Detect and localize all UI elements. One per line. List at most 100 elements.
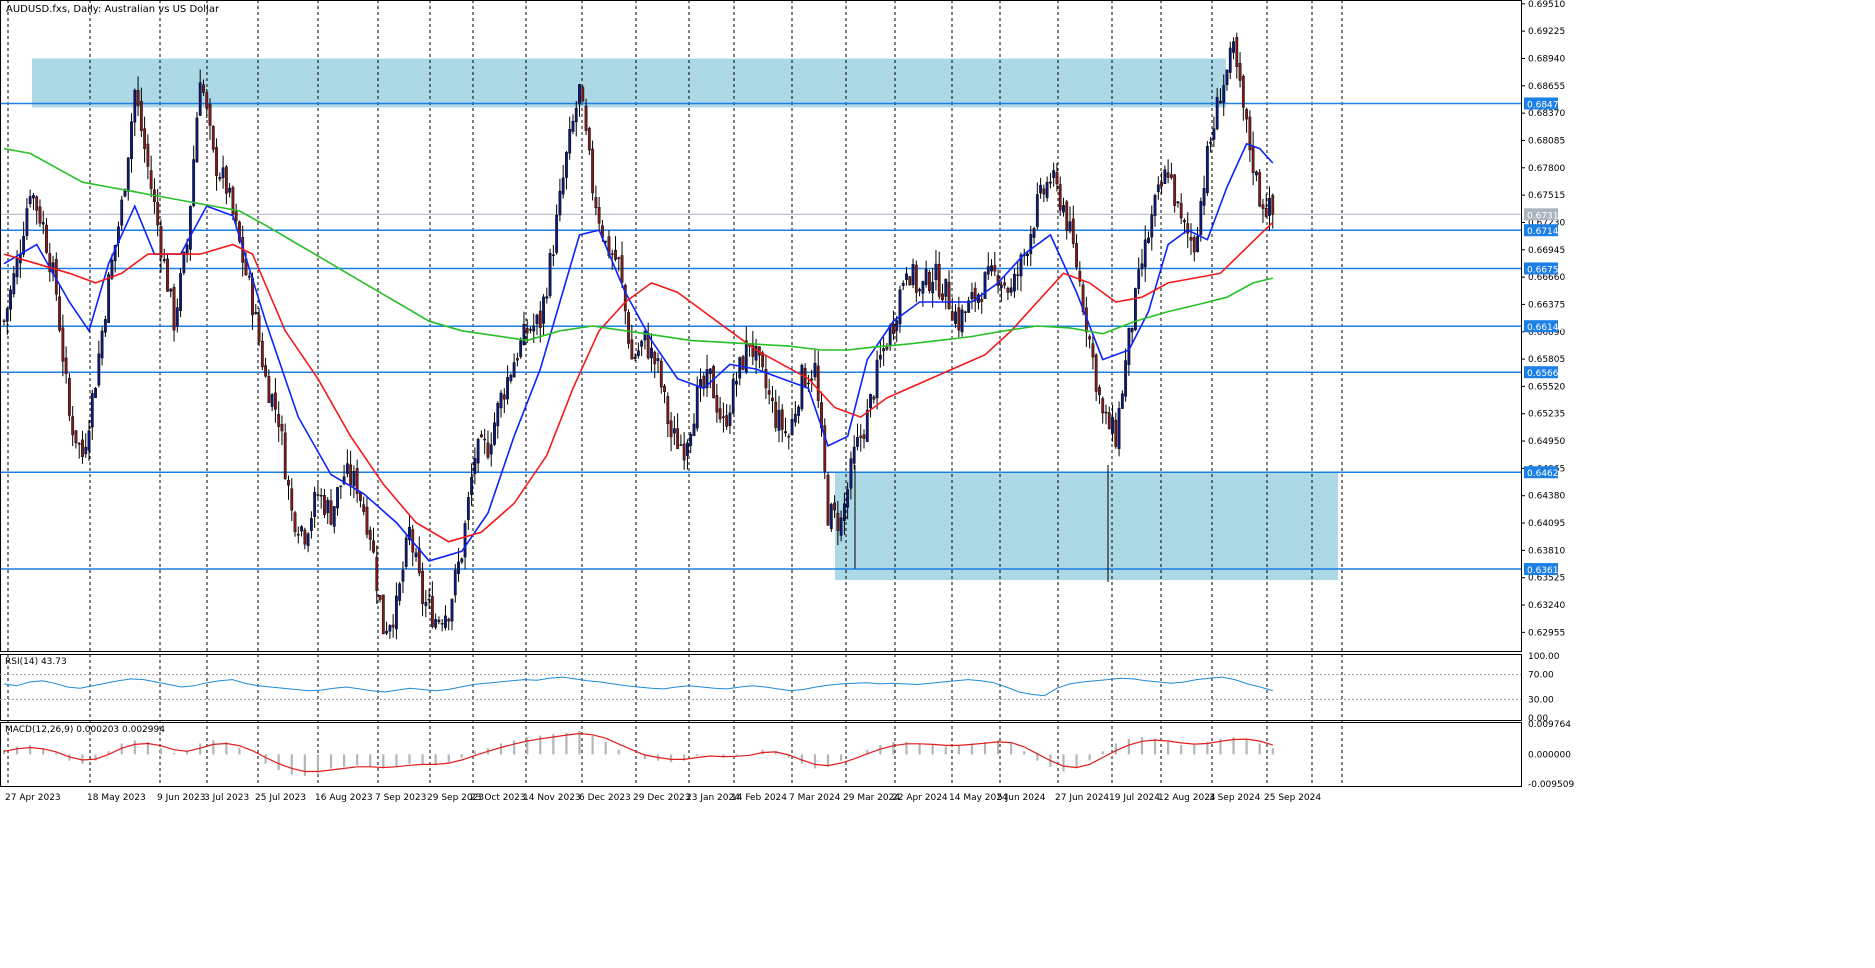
candle-body: [1117, 408, 1121, 449]
candle-body: [574, 107, 578, 123]
candle-body: [1245, 109, 1249, 120]
candle-body: [156, 202, 160, 226]
candle-body: [274, 392, 277, 410]
candle-body: [744, 340, 748, 373]
candle-body: [846, 489, 850, 508]
candle-body: [1219, 100, 1222, 104]
candle-body: [774, 401, 778, 428]
candle-body: [1042, 188, 1046, 195]
candle-body: [829, 504, 833, 529]
candle-body: [35, 196, 39, 211]
candle-body: [708, 368, 712, 375]
candle-body: [529, 328, 532, 331]
candle-body: [1075, 243, 1078, 268]
candle-body: [25, 208, 29, 236]
candle-body: [816, 365, 820, 401]
time-tick-label: 25 Sep 2024: [1264, 793, 1321, 803]
price-tick-label: 0.64380: [1528, 492, 1565, 502]
candle-body: [224, 166, 228, 194]
current-price-label: 0.67315: [1527, 211, 1564, 221]
candle-body: [650, 347, 653, 359]
candle-body: [2, 320, 6, 322]
candle-body: [430, 596, 434, 627]
candle-body: [1068, 221, 1072, 232]
candle-body: [512, 362, 516, 378]
candle-body: [1189, 237, 1193, 241]
candle-body: [686, 442, 689, 456]
candle-body: [771, 397, 774, 402]
candle-body: [869, 393, 872, 409]
candle-body: [842, 503, 846, 521]
candle-body: [525, 327, 529, 334]
candle-body: [630, 339, 634, 360]
candle-body: [139, 100, 143, 131]
candle-body: [359, 492, 362, 501]
price-tick-label: 0.68655: [1528, 82, 1565, 92]
candle-body: [486, 442, 490, 458]
candle-body: [558, 190, 562, 216]
candle-body: [908, 276, 912, 286]
candle-body: [1261, 204, 1265, 209]
price-tick-label: 0.63810: [1528, 546, 1565, 556]
candle-body: [28, 196, 32, 205]
candle-body: [810, 378, 814, 381]
macd-tick-label: 0.000000: [1528, 750, 1571, 760]
candle-body: [107, 274, 111, 324]
candle-body: [679, 444, 683, 446]
candle-body: [1052, 170, 1056, 178]
candle-body: [450, 599, 454, 622]
candle-body: [509, 374, 513, 381]
level-price-label: 0.66148: [1527, 323, 1564, 333]
candle-body: [444, 615, 447, 628]
candle-body: [1048, 181, 1052, 184]
candle-body: [1169, 174, 1173, 178]
candle-body: [640, 340, 644, 347]
level-price-label: 0.65668: [1527, 369, 1564, 379]
candle-body: [1032, 228, 1036, 238]
candle-body: [617, 257, 621, 259]
candle-body: [90, 393, 94, 428]
level-price-label: 0.68471: [1527, 100, 1564, 110]
candle-body: [1264, 208, 1268, 218]
candle-body: [905, 273, 908, 280]
price-tick-label: 0.66660: [1528, 273, 1565, 283]
candle-body: [695, 386, 699, 429]
price-tick-label: 0.66375: [1528, 300, 1565, 310]
candle-body: [1006, 288, 1010, 293]
candle-body: [424, 602, 428, 606]
rsi-line: [3, 676, 1273, 697]
candle-body: [417, 547, 421, 574]
candle-body: [169, 288, 173, 292]
time-tick-label: 22 Apr 2024: [892, 793, 948, 803]
candle-body: [296, 533, 300, 536]
grid-layer: [7, 0, 1343, 786]
candle-body: [126, 157, 130, 192]
candle-body: [663, 385, 666, 392]
candle-body: [32, 195, 35, 199]
candle-body: [306, 533, 310, 547]
price-axis-layer: 0.69510 0.69225 0.68940 0.68655 0.68370 0.680…: [0, 0, 1565, 787]
time-tick-label: 16 Aug 2023: [315, 793, 373, 803]
candle-body: [705, 369, 709, 389]
candle-body: [270, 394, 274, 407]
candle-body: [388, 625, 392, 632]
candle-body: [362, 504, 366, 512]
candle-body: [499, 392, 503, 409]
candle-body: [332, 506, 336, 527]
candle-body: [914, 264, 918, 293]
candle-body: [1179, 202, 1183, 219]
candle-body: [878, 354, 882, 360]
candle-body: [1271, 195, 1275, 215]
candle-body: [231, 187, 235, 215]
candle-body: [620, 255, 624, 283]
rsi-tick-label: 30.00: [1528, 695, 1554, 705]
candle-body: [1225, 69, 1229, 85]
candle-body: [1029, 234, 1033, 255]
candle-body: [493, 422, 496, 445]
candle-body: [797, 406, 801, 416]
time-tick-label: 14 Feb 2024: [731, 793, 787, 803]
candle-body: [1212, 128, 1216, 140]
candle-body: [712, 366, 715, 399]
